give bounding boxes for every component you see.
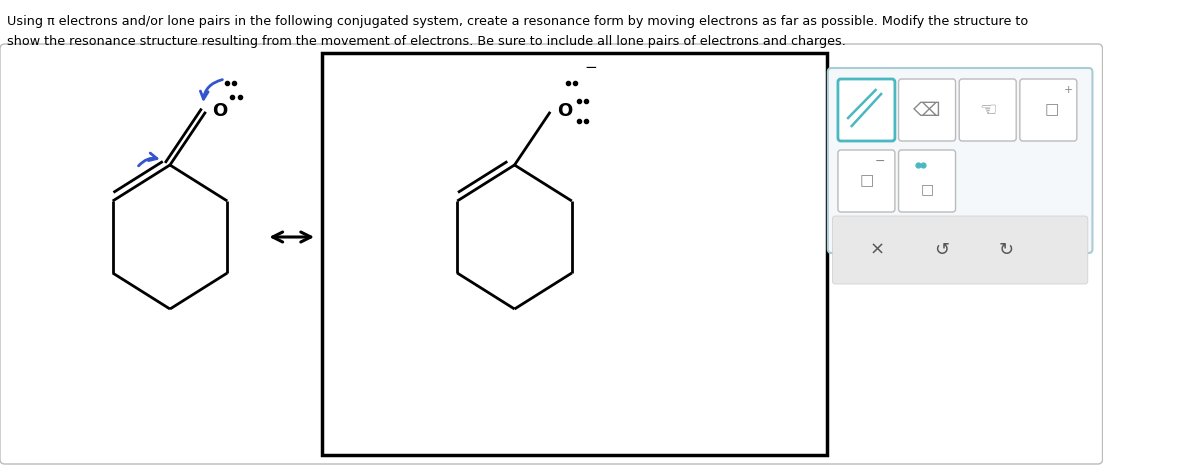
Text: O: O (212, 102, 228, 120)
FancyBboxPatch shape (828, 68, 1092, 253)
FancyBboxPatch shape (899, 79, 955, 141)
Text: ↺: ↺ (934, 241, 949, 259)
Text: □: □ (920, 183, 934, 197)
FancyBboxPatch shape (0, 44, 1103, 464)
FancyBboxPatch shape (899, 150, 955, 212)
Text: □: □ (859, 174, 874, 189)
Text: show the resonance structure resulting from the movement of electrons. Be sure t: show the resonance structure resulting f… (7, 35, 846, 48)
Text: ×: × (870, 241, 886, 259)
FancyBboxPatch shape (833, 216, 1088, 284)
Text: −: − (875, 155, 886, 168)
FancyBboxPatch shape (838, 79, 895, 141)
Bar (322, 53, 827, 455)
Text: ⌫: ⌫ (913, 100, 941, 120)
FancyBboxPatch shape (959, 79, 1016, 141)
Text: ☜: ☜ (979, 100, 996, 120)
Text: −: − (584, 61, 598, 76)
FancyBboxPatch shape (1020, 79, 1076, 141)
Text: Using π electrons and/or lone pairs in the following conjugated system, create a: Using π electrons and/or lone pairs in t… (7, 15, 1028, 28)
Text: O: O (557, 102, 572, 120)
Text: □: □ (1045, 102, 1060, 118)
FancyBboxPatch shape (838, 150, 895, 212)
FancyArrowPatch shape (200, 79, 222, 99)
Text: ↻: ↻ (998, 241, 1014, 259)
Text: +: + (1064, 85, 1073, 95)
FancyArrowPatch shape (138, 153, 157, 166)
